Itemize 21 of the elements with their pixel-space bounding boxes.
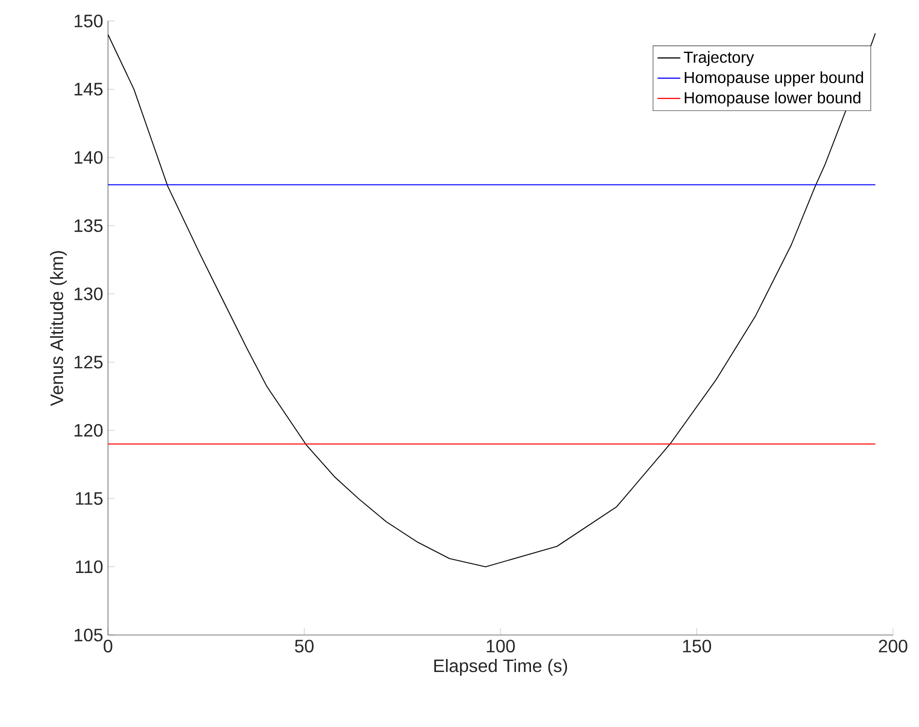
x-tick-label: 100 xyxy=(486,640,515,652)
y-tick-label: 150 xyxy=(74,14,103,28)
legend-label: Homopause upper bound xyxy=(684,71,864,86)
legend-label: Trajectory xyxy=(684,51,754,66)
y-tick-label: 125 xyxy=(74,356,103,368)
y-tick-label: 145 xyxy=(74,82,103,96)
y-tick-label: 105 xyxy=(74,628,103,642)
x-axis-title: Elapsed Time (s) xyxy=(434,658,568,676)
y-tick-label: 135 xyxy=(74,219,103,232)
y-axis-title: Venus Altitude (km) xyxy=(50,251,67,406)
line-series xyxy=(108,32,876,568)
y-tick-label: 140 xyxy=(74,151,103,164)
legend-label: Homopause lower bound xyxy=(684,92,860,107)
y-tick-label: 110 xyxy=(76,560,103,574)
x-tick-label: 200 xyxy=(878,640,908,652)
y-tick-label: 130 xyxy=(74,288,103,300)
x-tick-label: 50 xyxy=(294,640,314,652)
y-tick-label: 115 xyxy=(76,492,103,505)
x-tick-label: 0 xyxy=(104,640,112,652)
y-tick-label: 120 xyxy=(74,424,103,437)
x-tick-label: 150 xyxy=(683,640,712,652)
